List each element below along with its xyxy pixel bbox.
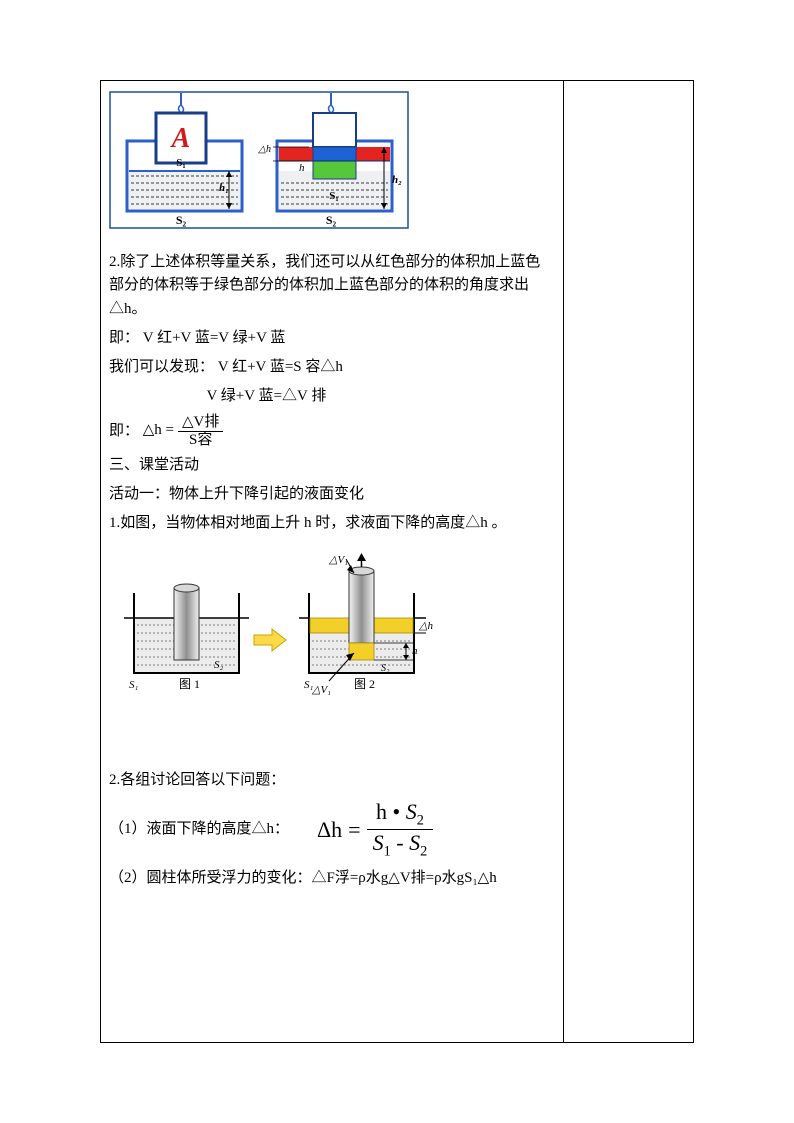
svg-text:△h: △h <box>418 620 433 632</box>
svg-text:△V₁: △V₁ <box>328 554 348 566</box>
eq3: 即： △h = △V排 S容 <box>109 415 555 448</box>
right-column <box>563 81 693 1043</box>
svg-text:h: h <box>299 162 305 174</box>
discuss-q1: （1）液面下降的高度△h： Δh = h • S2 S1 - S2 <box>109 799 555 861</box>
section3-title: 三、课堂活动 <box>109 454 555 477</box>
eq1-prefix: 即： <box>109 330 139 346</box>
q1-den-sub1: 1 <box>384 844 391 860</box>
eq1-body: V 红+V 蓝=V 绿+V 蓝 <box>143 330 286 346</box>
eq1: 即： V 红+V 蓝=V 绿+V 蓝 <box>109 327 555 350</box>
svg-text:h₂: h₂ <box>392 174 402 186</box>
diagram-activity1: S₂ S₁ 图 1 △V₁ <box>109 553 555 723</box>
q1-num-a: h • <box>376 799 406 824</box>
svg-text:S₂: S₂ <box>214 659 224 671</box>
svg-text:S₂: S₂ <box>326 213 337 227</box>
discuss-q1-label: （1）液面下降的高度△h： <box>109 818 289 841</box>
section2-intro: 2.除了上述体积等量关系，我们还可以从红色部分的体积加上蓝色部分的体积等于绿色部… <box>109 251 555 321</box>
discuss-q2: （2）圆柱体所受浮力的变化：△F浮=ρ水g△V排=ρ水gS₁△h <box>109 867 555 890</box>
svg-text:△h: △h <box>257 144 271 155</box>
diagram-containers-top: A S₁ h₁ S₂ △h h <box>109 91 555 241</box>
svg-text:△V₁: △V₁ <box>311 684 331 696</box>
q1-den-sub2: 2 <box>420 844 427 860</box>
eq3-den: S容 <box>178 432 223 448</box>
svg-text:h₁: h₁ <box>219 182 229 194</box>
q1-num-sub: 2 <box>417 812 424 828</box>
svg-text:A: A <box>170 123 191 154</box>
svg-text:图 1: 图 1 <box>179 677 200 691</box>
discuss-q1-eq: Δh = h • S2 S1 - S2 <box>317 799 433 861</box>
eq3-lhs: △h = <box>143 419 174 442</box>
eq3-fraction: △V排 S容 <box>178 415 223 448</box>
q1-den-b: S <box>409 830 420 855</box>
svg-text:图 2: 图 2 <box>354 677 375 691</box>
eq2a: V 红+V 蓝=S 容△h <box>218 359 343 375</box>
activity1-question: 1.如图，当物体相对地面上升 h 时，求液面下降的高度△h 。 <box>109 512 555 535</box>
svg-text:S₁: S₁ <box>304 679 314 691</box>
eq3-prefix: 即： <box>109 422 139 438</box>
svg-text:S₂: S₂ <box>176 213 187 227</box>
q1-den-a: S <box>373 830 384 855</box>
svg-text:S₂: S₂ <box>381 663 390 674</box>
q1-num-b: S <box>406 799 417 824</box>
discuss-title: 2.各组讨论回答以下问题： <box>109 769 555 792</box>
discover-line: 我们可以发现： V 红+V 蓝=S 容△h <box>109 356 555 379</box>
discover-prefix: 我们可以发现： <box>109 359 214 375</box>
activity1-title: 活动一：物体上升下降引起的液面变化 <box>109 483 555 506</box>
q1-den-mid: - <box>391 830 409 855</box>
eq2b: V 绿+V 蓝=△V 排 <box>207 385 555 408</box>
svg-text:S₁: S₁ <box>129 679 139 691</box>
eq3-num: △V排 <box>178 415 223 432</box>
svg-text:h: h <box>412 645 418 657</box>
svg-text:S₁: S₁ <box>329 190 338 202</box>
svg-text:S₁: S₁ <box>176 157 185 169</box>
